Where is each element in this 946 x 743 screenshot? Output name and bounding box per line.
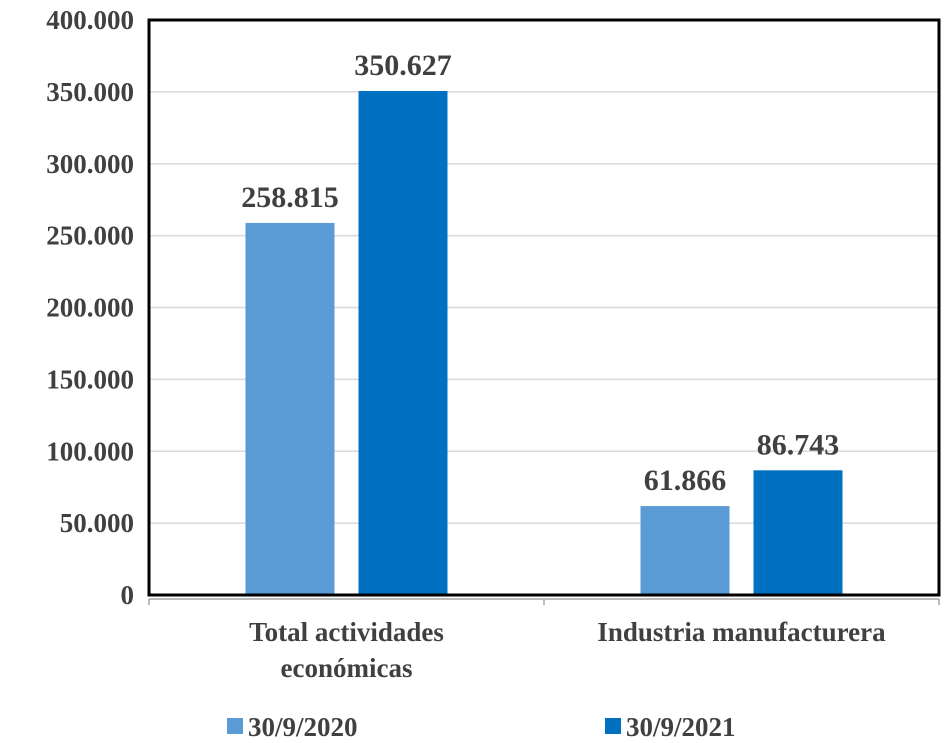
y-tick-label: 50.000 bbox=[60, 508, 134, 538]
data-label: 350.627 bbox=[354, 49, 452, 82]
category-label: Industria manufacturera bbox=[597, 617, 886, 647]
y-tick-label: 300.000 bbox=[46, 149, 134, 179]
legend-label: 30/9/2021 bbox=[626, 712, 736, 742]
y-tick-label: 0 bbox=[121, 580, 135, 610]
data-label: 86.743 bbox=[757, 428, 840, 461]
data-labels: 258.815 61.866 350.627 86.743 bbox=[241, 49, 839, 497]
x-axis bbox=[148, 598, 940, 605]
y-tick-label: 350.000 bbox=[46, 77, 134, 107]
plot-area-frame bbox=[147, 18, 941, 597]
y-axis-tick-labels: 0 50.000 100.000 150.000 200.000 250.000 300.0… bbox=[46, 5, 134, 610]
bar bbox=[640, 506, 730, 595]
bar bbox=[245, 222, 335, 595]
category-label: Total actividades económicas bbox=[249, 617, 444, 683]
legend-label: 30/9/2020 bbox=[248, 712, 358, 742]
legend-swatch bbox=[605, 718, 621, 734]
data-label: 258.815 bbox=[241, 181, 339, 214]
bar bbox=[753, 470, 843, 595]
legend: 30/9/2020 30/9/2021 bbox=[227, 712, 736, 742]
legend-item: 30/9/2020 bbox=[227, 712, 358, 742]
legend-item: 30/9/2021 bbox=[605, 712, 736, 742]
y-tick-label: 200.000 bbox=[46, 293, 134, 323]
bar bbox=[358, 90, 448, 595]
y-tick-label: 150.000 bbox=[46, 364, 134, 394]
data-label: 61.866 bbox=[644, 464, 727, 497]
bars bbox=[245, 90, 843, 595]
category-labels: Total actividades económicas Industria man… bbox=[249, 617, 886, 683]
y-tick-label: 100.000 bbox=[46, 436, 134, 466]
legend-swatch bbox=[227, 718, 243, 734]
y-tick-label: 250.000 bbox=[46, 221, 134, 251]
y-tick-label: 400.000 bbox=[46, 5, 134, 35]
